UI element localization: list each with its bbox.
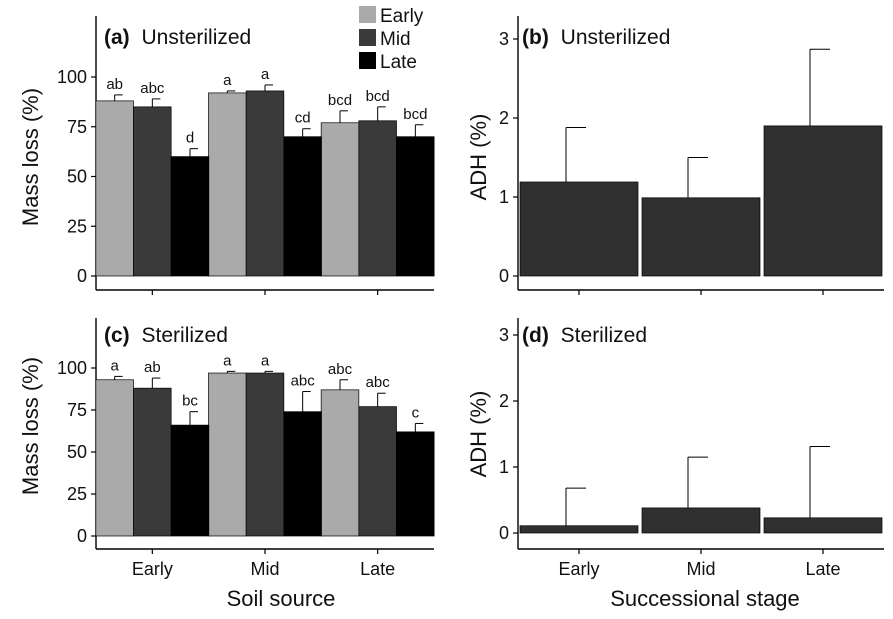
- panel-d-ylabel: ADH (%): [466, 391, 491, 478]
- panel-a-title-text: Unsterilized: [142, 26, 252, 49]
- panel-d-x-tick-label-mid: Mid: [686, 559, 715, 579]
- legend-swatch-mid: [359, 29, 376, 46]
- panel-d-bar-mid: [641, 507, 761, 534]
- panel-b-y-tick-label: 0: [499, 266, 509, 286]
- panel-c-title: (c) Sterilized: [104, 324, 228, 347]
- panel-d-y-tick-label: 0: [499, 523, 509, 543]
- panel-a-bar-early-late: [320, 122, 360, 277]
- panel-c-bar-early-mid: [208, 372, 247, 537]
- panel-b-y-tick-label: 2: [499, 108, 509, 128]
- panel-c-x-tick-label-mid: Mid: [250, 559, 279, 579]
- panel-c-letter-late-early: bc: [182, 393, 198, 410]
- panel-c-y-tick-label: 100: [57, 358, 87, 378]
- panel-a-letter-mid-late: bcd: [366, 88, 390, 105]
- panel-a-y-tick-label: 25: [67, 216, 87, 236]
- panel-d-label: (d): [522, 324, 549, 347]
- panel-c-title-text: Sterilized: [142, 324, 228, 347]
- panel-c-y-tick-label: 75: [67, 400, 87, 420]
- panel-a-letter-late-late: bcd: [403, 106, 427, 123]
- panel-c-bar-late-mid: [283, 411, 322, 537]
- panel-d-y-tick-label: 2: [499, 391, 509, 411]
- legend-label-late: Late: [380, 52, 417, 73]
- panel-a-bar-early-mid: [208, 92, 247, 277]
- panel-c-bar-mid-early: [133, 387, 172, 537]
- panel-a-letter-mid-early: abc: [140, 80, 165, 97]
- panel-a-letter-mid-mid: a: [261, 66, 270, 83]
- panel-c-y-tick-label: 50: [67, 442, 87, 462]
- x-axis-title-successional-stage: Successional stage: [610, 586, 800, 611]
- panel-c-bar-early-early: [95, 379, 134, 537]
- panel-a-label: (a): [104, 26, 130, 49]
- legend-swatch-early: [359, 6, 376, 23]
- panel-a-ylabel: Mass loss (%): [18, 88, 43, 226]
- panel-b-title: (b) Unsterilized: [522, 26, 670, 49]
- panel-c-ylabel: Mass loss (%): [18, 357, 43, 495]
- panel-c-sterilized-mass-loss: (c) Sterilized Mass loss (%) 0 25 50 75 100 E…: [18, 318, 435, 579]
- panel-c-label: (c): [104, 324, 130, 347]
- panel-a-unsterilized-mass-loss: (a) Unsterilized Mass loss (%) 0 25 50 75 10…: [18, 16, 435, 295]
- panel-b-bar-early: [519, 181, 639, 277]
- legend-label-early: Early: [380, 6, 424, 27]
- panel-a-bar-mid-early: [133, 106, 172, 277]
- panel-c-letter-early-mid: a: [223, 352, 232, 369]
- panel-a-letter-late-mid: cd: [295, 110, 311, 127]
- panel-d-bar-early: [519, 525, 639, 534]
- panel-a-title: (a) Unsterilized: [104, 26, 251, 49]
- x-axis-title-soil-source: Soil source: [227, 586, 336, 611]
- panel-d-bar-late: [763, 517, 883, 534]
- panel-d-title: (d) Sterilized: [522, 324, 647, 347]
- panel-a-bar-mid-late: [358, 120, 397, 277]
- panel-a-bar-late-mid: [283, 136, 322, 277]
- panel-b-bar-late: [763, 125, 883, 277]
- legend-label-mid: Mid: [380, 29, 411, 50]
- legend-swatch-late: [359, 52, 376, 69]
- panel-c-x-tick-label-late: Late: [360, 559, 395, 579]
- panel-a-y-tick-label: 50: [67, 167, 87, 187]
- legend: Early Mid Late: [359, 6, 424, 73]
- panel-c-letter-mid-early: ab: [144, 359, 161, 376]
- panel-a-letter-early-mid: a: [223, 72, 232, 89]
- panel-b-y-tick-label: 3: [499, 29, 509, 49]
- panel-a-y-tick-label: 0: [77, 266, 87, 286]
- panel-d-y-tick-label: 3: [499, 325, 509, 345]
- panel-c-bar-late-early: [170, 424, 210, 537]
- panel-d-x-tick-label-late: Late: [805, 559, 840, 579]
- panel-c-letter-mid-mid: a: [261, 352, 270, 369]
- panel-a-letter-late-early: d: [186, 130, 194, 147]
- panel-c-y-tick-label: 0: [77, 526, 87, 546]
- panel-c-x-tick-label-early: Early: [132, 559, 173, 579]
- panel-a-bar-late-late: [396, 136, 435, 277]
- panel-c-bar-early-late: [320, 389, 360, 537]
- panel-c-letter-late-late: c: [412, 404, 420, 421]
- panel-c-bar-late-late: [396, 431, 435, 537]
- panel-a-bar-early-early: [95, 100, 134, 277]
- panel-a-bar-mid-mid: [245, 90, 285, 277]
- panel-a-letter-early-early: ab: [106, 76, 123, 93]
- panel-a-bar-late-early: [170, 156, 210, 277]
- panel-b-unsterilized-adh: (b) Unsterilized ADH (%) 0 1 2 3: [466, 16, 884, 295]
- panel-d-sterilized-adh: (d) Sterilized ADH (%) 0 1 2 3 Early Mid Late: [466, 318, 884, 579]
- panel-d-x-tick-label-early: Early: [558, 559, 599, 579]
- panel-b-ylabel: ADH (%): [466, 114, 491, 201]
- panel-c-letter-mid-late: abc: [366, 374, 391, 391]
- panel-a-y-tick-label: 100: [57, 67, 87, 87]
- panel-c-letter-early-late: abc: [328, 361, 353, 378]
- panel-b-title-text: Unsterilized: [561, 26, 671, 49]
- panel-c-bar-mid-late: [358, 406, 397, 537]
- panel-a-y-tick-label: 75: [67, 117, 87, 137]
- panel-c-letter-early-early: a: [110, 357, 119, 374]
- panel-b-bar-mid: [641, 197, 761, 277]
- panel-b-label: (b): [522, 26, 549, 49]
- panel-c-letter-late-mid: abc: [291, 373, 316, 390]
- panel-b-y-tick-label: 1: [499, 187, 509, 207]
- panel-d-y-tick-label: 1: [499, 457, 509, 477]
- panel-a-letter-early-late: bcd: [328, 92, 352, 109]
- panel-c-y-tick-label: 25: [67, 484, 87, 504]
- panel-c-bar-mid-mid: [245, 372, 285, 537]
- panel-d-title-text: Sterilized: [561, 324, 647, 347]
